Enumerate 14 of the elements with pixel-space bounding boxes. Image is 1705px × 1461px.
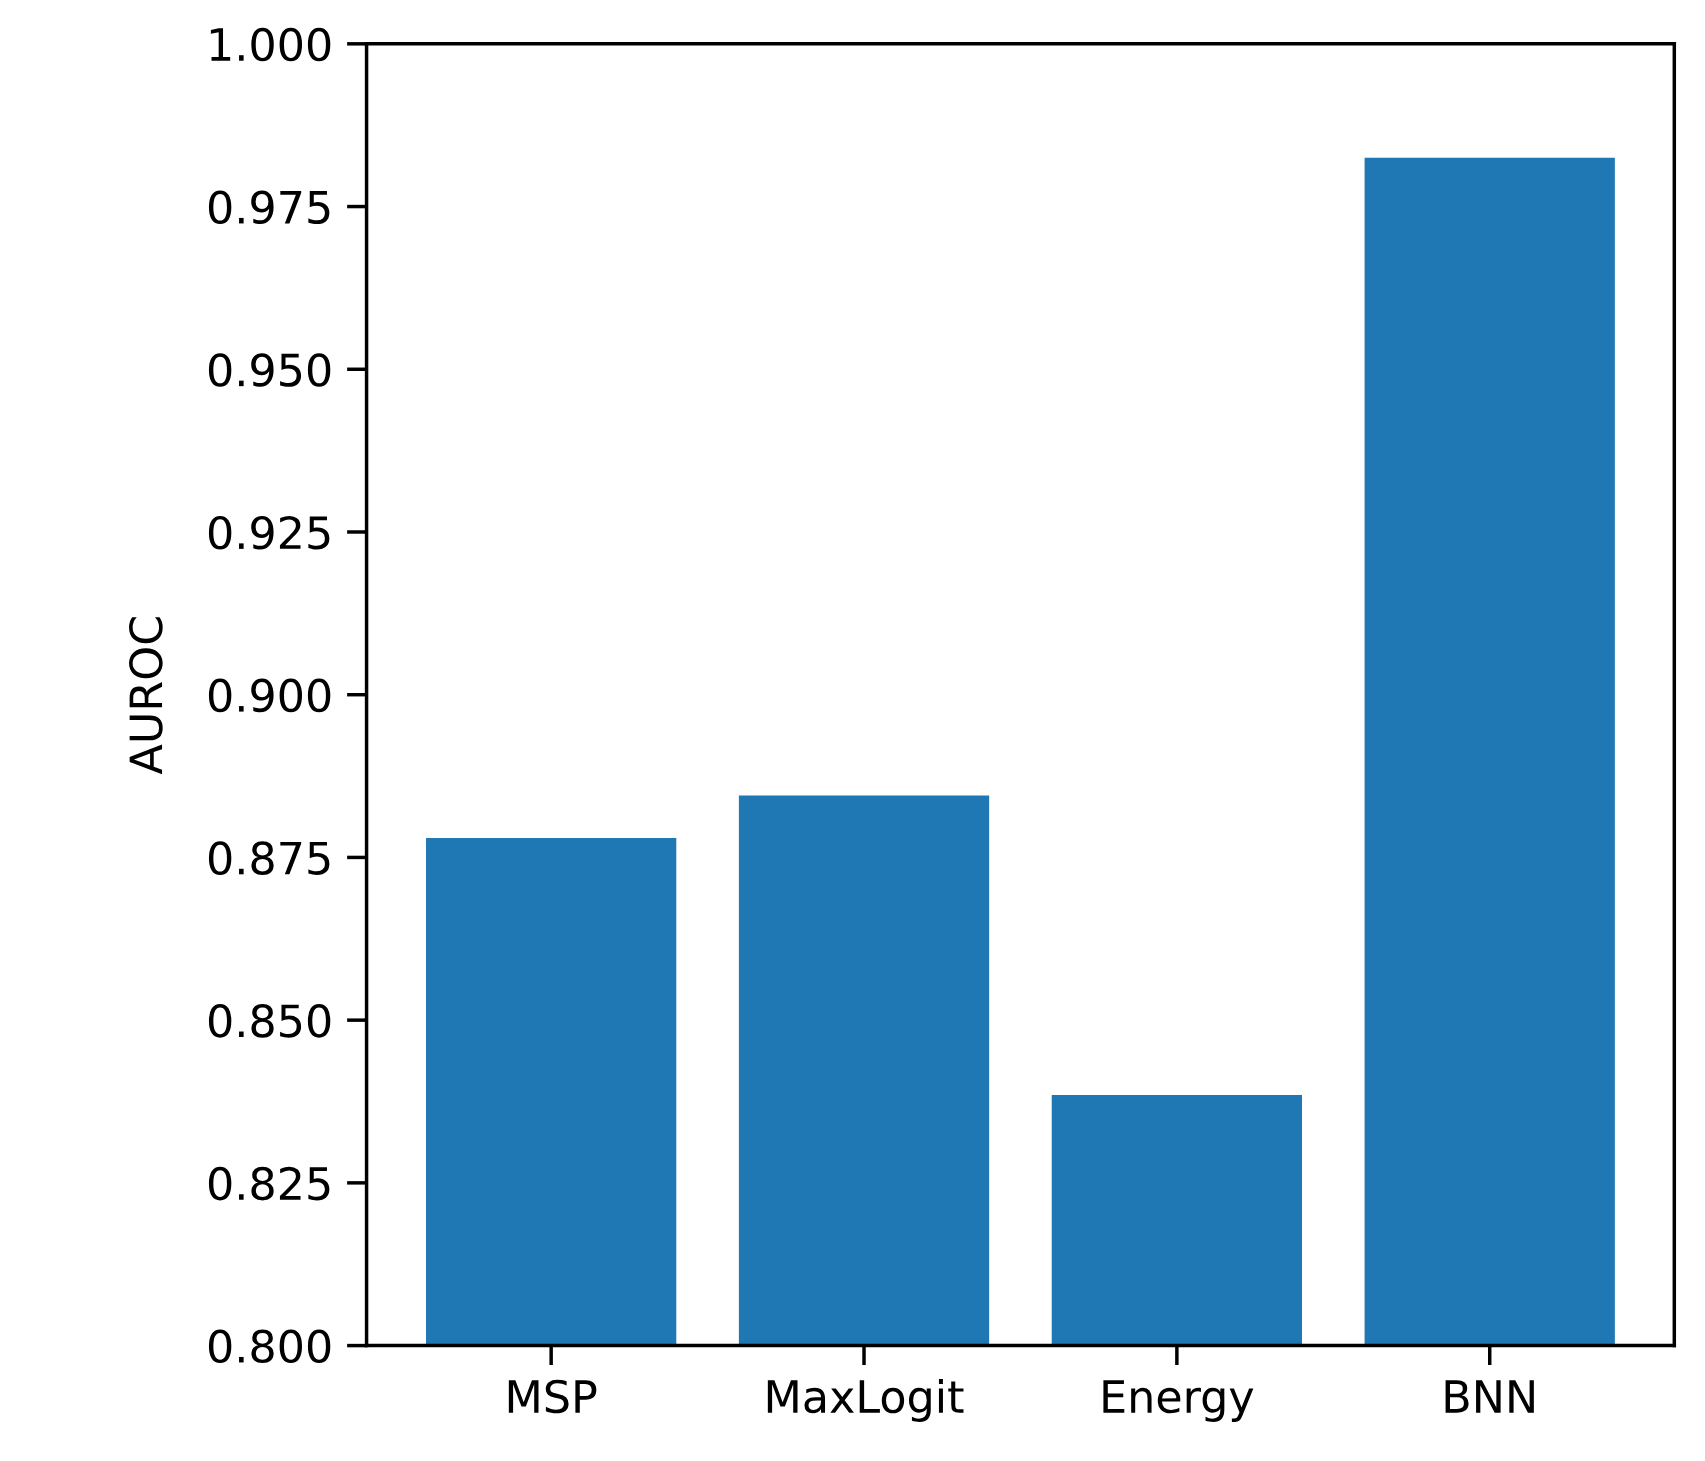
y-tick-label: 0.850	[208, 1004, 331, 1038]
x-tick-label: Energy	[1103, 1380, 1254, 1422]
y-tick-label: 1.000	[210, 27, 331, 62]
y-tick-label: 0.875	[208, 841, 330, 875]
x-tick-label: BNN	[1445, 1380, 1534, 1413]
y-axis-title: AUROC	[129, 617, 163, 775]
y-tick-label: 0.800	[208, 1329, 331, 1364]
x-tick-label: MSP	[508, 1379, 597, 1414]
y-tick-label: 0.900	[208, 678, 331, 713]
x-tick-label: MaxLogit	[767, 1378, 964, 1422]
y-tick-label: 0.925	[208, 515, 330, 550]
y-tick-label: 0.825	[208, 1166, 330, 1201]
y-tick-label: 0.975	[208, 190, 330, 225]
y-tick-label: 0.950	[208, 353, 331, 387]
